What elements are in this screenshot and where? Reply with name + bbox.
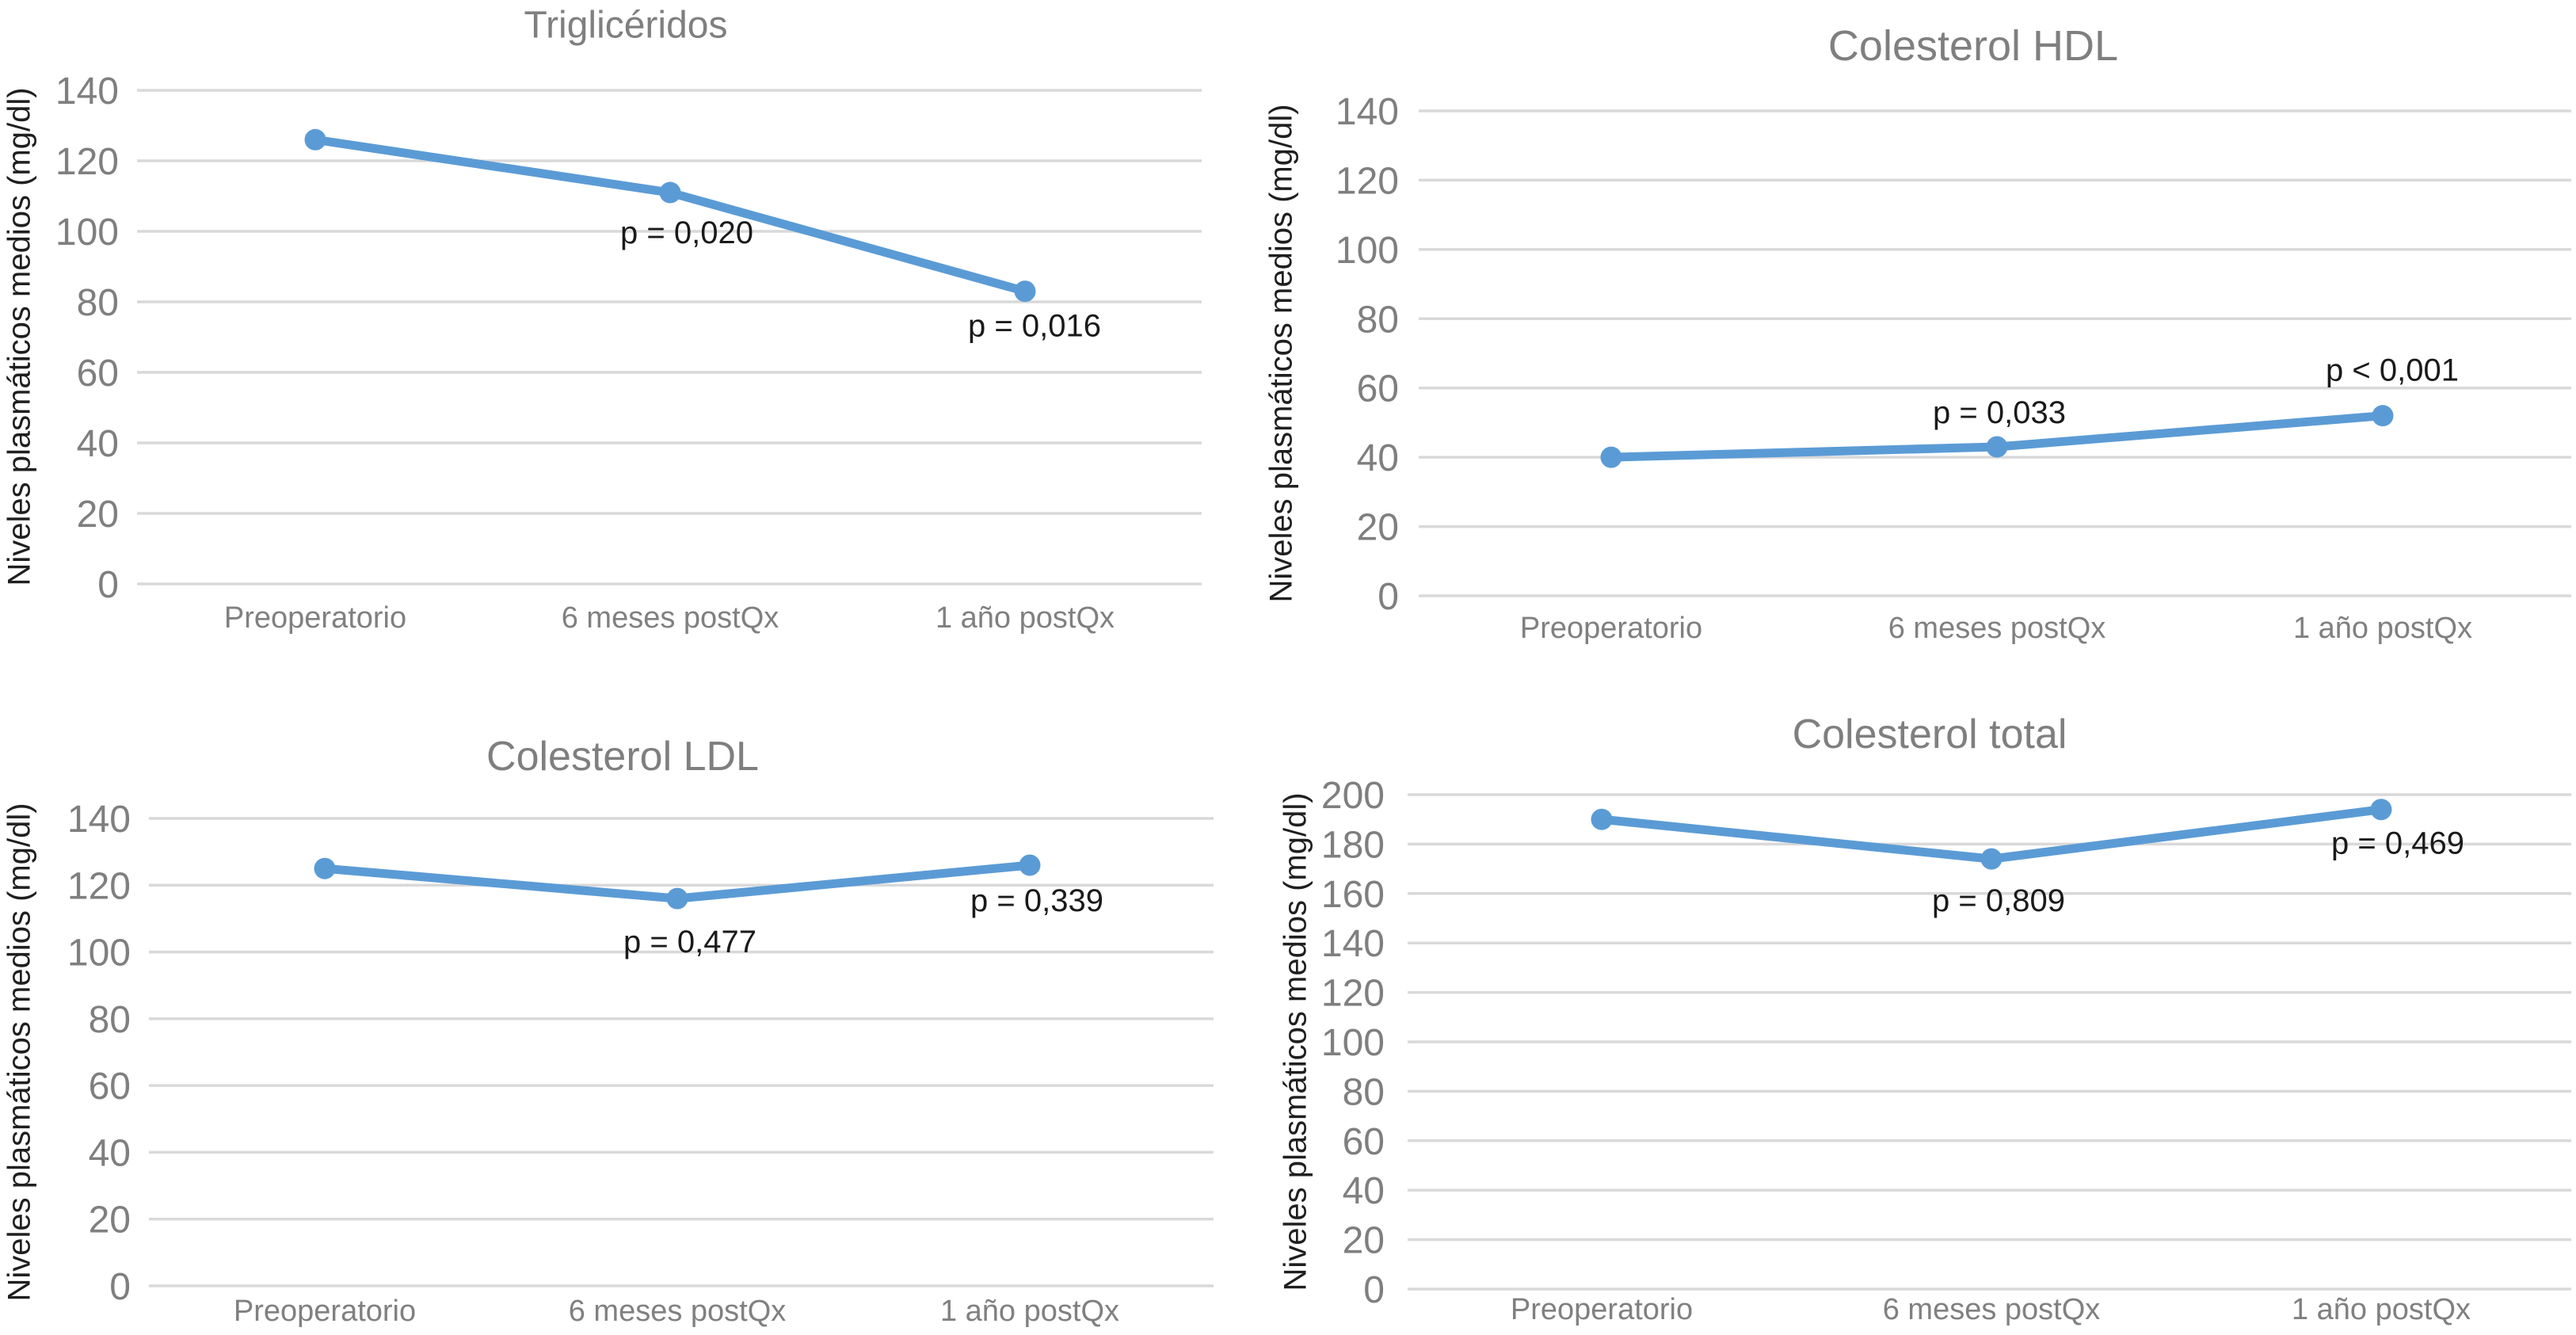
y-tick-label: 20	[1343, 1220, 1385, 1262]
y-tick-label: 0	[97, 564, 119, 606]
y-tick-label: 0	[1378, 576, 1399, 618]
y-tick-label: 80	[77, 282, 119, 324]
y-tick-label: 40	[89, 1132, 131, 1174]
y-tick-label: 40	[1357, 437, 1399, 479]
y-tick-label: 120	[67, 865, 131, 907]
y-tick-label: 0	[109, 1266, 131, 1308]
data-point-marker	[1980, 848, 2002, 870]
data-point-marker	[1591, 808, 1613, 830]
chart-colesterol-ldl: Colesterol LDL Niveles plasmáticos medio…	[0, 668, 1288, 1335]
y-tick-label: 100	[67, 933, 131, 975]
y-tick-label: 200	[1321, 775, 1385, 817]
plot-area: 0 20 40 60 80 100 120 140 Preoperatorio 6 meses p…	[67, 799, 1214, 1328]
x-category-label: 6 meses postQx	[1883, 1293, 2101, 1326]
x-category-label: Preoperatorio	[1520, 612, 1702, 645]
y-tick-label: 100	[1321, 1022, 1385, 1064]
data-point-marker	[2370, 799, 2392, 821]
y-tick-label: 0	[1363, 1269, 1385, 1311]
chart-title: Colesterol total	[1792, 711, 2067, 757]
x-category-label: 1 año postQx	[2292, 1293, 2471, 1326]
p-value-label: p = 0,469	[2331, 826, 2464, 861]
data-point-marker	[659, 181, 681, 204]
chart-title: Colesterol LDL	[486, 734, 759, 780]
p-value-label: p = 0,477	[623, 925, 756, 959]
x-category-label: 1 año postQx	[2293, 612, 2472, 645]
data-point-marker	[1600, 446, 1622, 468]
x-category-label: Preoperatorio	[234, 1295, 416, 1328]
data-point-marker	[2372, 405, 2394, 427]
chart-colesterol-hdl: Colesterol HDL Niveles plasmáticos medio…	[1264, 0, 2576, 667]
p-value-label: p = 0,809	[1932, 883, 2065, 918]
data-point-marker	[304, 128, 326, 151]
y-tick-label: 20	[1357, 507, 1399, 549]
y-tick-label: 80	[89, 999, 131, 1041]
p-value-label: p < 0,001	[2326, 353, 2459, 388]
y-tick-label: 80	[1357, 299, 1399, 341]
y-tick-label: 140	[55, 71, 119, 113]
y-tick-label: 120	[1321, 973, 1385, 1015]
x-category-label: 6 meses postQx	[1888, 612, 2106, 645]
x-category-label: Preoperatorio	[1511, 1293, 1693, 1326]
x-category-label: 6 meses postQx	[562, 601, 779, 635]
p-value-label: p = 0,020	[620, 216, 753, 250]
x-category-label: 1 año postQx	[936, 601, 1115, 635]
plot-area: 0 20 40 60 80 100 120 140 Preoperatorio 6 meses p…	[55, 71, 1202, 635]
data-point-marker	[666, 887, 688, 910]
chart-title: Triglicéridos	[524, 4, 728, 47]
y-tick-label: 60	[1357, 368, 1399, 410]
chart-trigliceridos: Triglicéridos Niveles plasmáticos medios…	[0, 0, 1288, 667]
y-tick-label: 120	[55, 141, 119, 183]
y-tick-label: 40	[1343, 1170, 1385, 1212]
y-tick-label: 60	[89, 1066, 131, 1108]
y-tick-label: 100	[55, 212, 119, 254]
plot-area: 0 20 40 60 80 100 120 140 160 180 200 Preoperatorio…	[1321, 775, 2571, 1326]
chart-colesterol-total: Colesterol total Niveles plasmáticos med…	[1278, 668, 2576, 1335]
data-point-marker	[1986, 436, 2008, 458]
x-category-label: Preoperatorio	[224, 601, 406, 635]
x-category-label: 1 año postQx	[940, 1295, 1119, 1328]
y-tick-label: 140	[67, 799, 131, 841]
y-tick-label: 40	[77, 423, 119, 465]
data-point-marker	[1019, 854, 1041, 876]
y-tick-label: 180	[1321, 824, 1385, 866]
y-tick-label: 20	[77, 494, 119, 536]
p-value-label: p = 0,033	[1933, 395, 2066, 430]
data-point-marker	[314, 857, 336, 879]
x-category-label: 6 meses postQx	[569, 1295, 787, 1328]
y-tick-label: 60	[1343, 1121, 1385, 1163]
y-tick-label: 140	[1321, 923, 1385, 965]
p-value-label: p = 0,016	[968, 309, 1101, 344]
p-value-label: p = 0,339	[970, 883, 1103, 918]
y-tick-label: 80	[1343, 1071, 1385, 1113]
y-tick-label: 160	[1321, 874, 1385, 916]
y-tick-label: 60	[77, 353, 119, 395]
y-tick-label: 140	[1336, 91, 1399, 133]
y-tick-label: 100	[1336, 230, 1399, 272]
plot-area: 0 20 40 60 80 100 120 140 Preoperatorio 6 meses p…	[1336, 91, 2571, 645]
y-tick-label: 120	[1336, 160, 1399, 202]
y-tick-label: 20	[89, 1200, 131, 1242]
data-point-marker	[1014, 280, 1036, 303]
chart-title: Colesterol HDL	[1827, 22, 2119, 70]
